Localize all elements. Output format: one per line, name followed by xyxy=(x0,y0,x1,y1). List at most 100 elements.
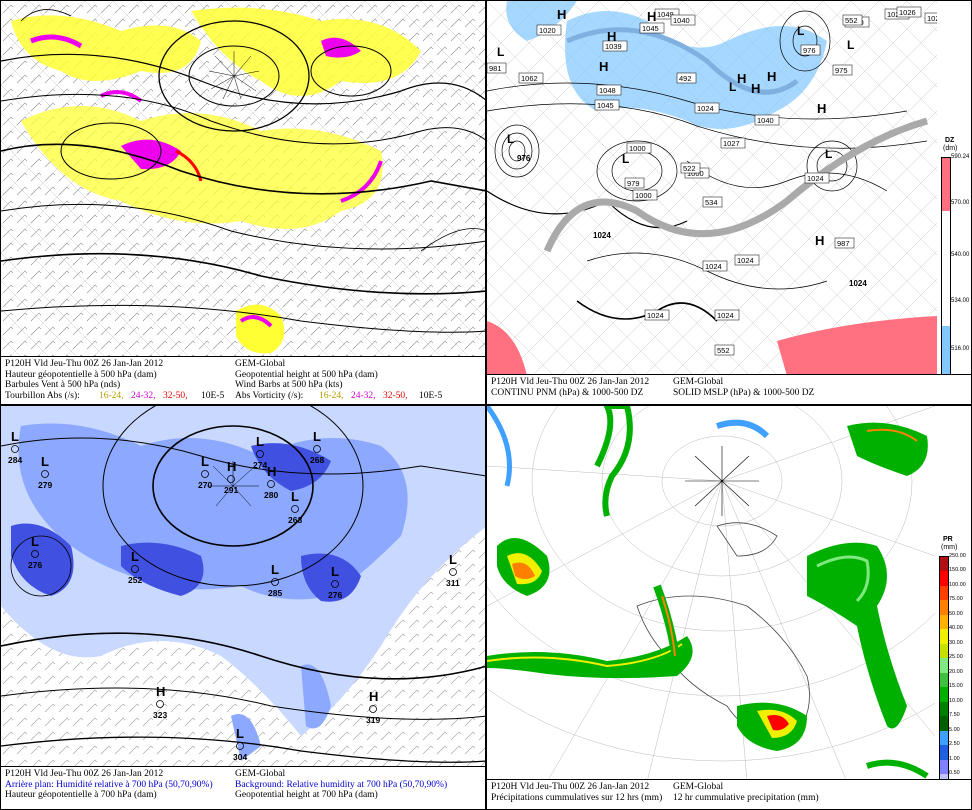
center-marker xyxy=(291,505,299,513)
range-magenta: 24-32, xyxy=(131,390,156,401)
low-center-label: L xyxy=(201,454,209,469)
pressure-label: 1045 xyxy=(597,101,614,110)
legend-tick: 5.00 xyxy=(949,726,960,733)
caption-line: P120H Vld Jeu-Thu 00Z 26 Jan-Jan 2012 xyxy=(491,782,650,792)
map-500hpa xyxy=(1,1,485,358)
pressure-label-box xyxy=(676,72,697,84)
legend-swatch xyxy=(940,658,948,673)
pressure-label: 552 xyxy=(717,346,730,355)
legend-swatch xyxy=(940,730,948,746)
center-marker xyxy=(156,700,164,708)
caption-line: P120H Vld Jeu-Thu 00Z 26 Jan-Jan 2012 xyxy=(491,377,650,387)
height-value-label: 270 xyxy=(198,480,212,490)
legend-tick: 2.50 xyxy=(949,741,960,748)
vorticity-shading xyxy=(11,7,421,354)
center-marker xyxy=(331,580,339,588)
low-center-label: L xyxy=(31,534,39,549)
pressure-label: 534 xyxy=(705,198,718,207)
pressure-label-box xyxy=(832,64,853,76)
low-center-label: L xyxy=(313,429,321,444)
legend-tick: 10.00 xyxy=(949,697,963,704)
caption-text: Abs Vorticity (/s): xyxy=(235,390,304,401)
caption-line: Geopotential height at 700 hPa (dam) xyxy=(235,790,378,800)
pressure-label: 975 xyxy=(835,66,848,75)
pressure-label: 1027 xyxy=(723,139,740,148)
pressure-label: 1039 xyxy=(605,42,622,51)
center-marker xyxy=(31,550,39,558)
pressure-label-box xyxy=(680,162,701,174)
caption-line: Wind Barbs at 500 hPa (kts) xyxy=(235,380,343,390)
panel-700hpa-rh: L 284 L 279 L 270 L 276 L 252 H 291 L 274 L 268 H 280 L 263… xyxy=(0,405,486,810)
height-contours xyxy=(1,9,485,333)
pressure-label: 1024 xyxy=(647,311,664,320)
legend-tick: 25.00 xyxy=(949,654,963,661)
pressure-label-box xyxy=(842,14,863,26)
pressure-label-box xyxy=(924,12,937,24)
legend-tick: 534.00 xyxy=(951,298,970,304)
caption-line: Barbules Vent à 500 hPa (nds) xyxy=(5,380,121,390)
pressure-label-box xyxy=(626,142,652,154)
pressure-label: 1000 xyxy=(635,191,652,200)
panel-mslp-thickness: 1020104910401028102102610391045100097698… xyxy=(486,0,972,405)
height-value-label: 280 xyxy=(264,490,278,500)
low-center-label: L xyxy=(729,80,736,94)
caption-tr: P120H Vld Jeu-Thu 00Z 26 Jan-Jan 2012 CO… xyxy=(487,374,971,404)
center-marker xyxy=(369,705,377,713)
range-yellow: 16-24, xyxy=(319,390,344,401)
legend-unit: (dm) xyxy=(943,145,958,152)
legend-title: PR xyxy=(943,536,953,543)
caption-line: 12 hr cummulative precipitation (mm) xyxy=(673,792,819,803)
caption-bl: P120H Vld Jeu-Thu 00Z 26 Jan-Jan 2012 Ar… xyxy=(1,766,485,809)
pr-legend: PR (mm) 250.00 150.00 100.00 75.00 50.00 40.0… xyxy=(937,536,969,805)
legend-tick: 15.00 xyxy=(949,683,963,690)
legend-tick: 570.00 xyxy=(951,200,970,206)
pressure-label-box xyxy=(670,14,696,26)
center-marker xyxy=(449,568,457,576)
pressure-label: 492 xyxy=(679,74,692,83)
legend-tick: 30.00 xyxy=(949,639,963,646)
height-value-label: 276 xyxy=(28,560,42,570)
pressure-label: 1024 xyxy=(737,256,754,265)
thickness-shading xyxy=(487,1,937,376)
pressure-label-box xyxy=(536,24,562,36)
pressure-label-box xyxy=(644,309,670,321)
pressure-label: 1024 xyxy=(593,231,611,240)
panel-precipitation: PR (mm) 250.00 150.00 100.00 75.00 50.00 40.0… xyxy=(486,405,972,810)
pressure-label: 1024 xyxy=(697,104,714,113)
projection-grid xyxy=(487,406,935,782)
map-700hpa xyxy=(1,406,485,768)
caption-line: Hauteur géopotentielle à 700 hPa (dam) xyxy=(5,790,157,800)
high-center-label: H xyxy=(767,69,776,84)
caption-line: Tourbillon Abs (/s): 16-24, 24-32, 32-50… xyxy=(5,390,224,402)
caption-line: SOLID MSLP (hPa) & 1000-500 DZ xyxy=(673,387,815,398)
legend-swatch xyxy=(940,759,948,775)
center-marker xyxy=(236,742,244,750)
legend-swatch xyxy=(940,585,948,601)
height-value-label: 304 xyxy=(233,752,247,762)
map-mslp xyxy=(487,1,937,376)
range-unit: 10E-5 xyxy=(419,390,443,401)
pressure-label-box xyxy=(518,72,544,84)
high-center-label: H xyxy=(156,684,165,699)
center-marker xyxy=(313,445,321,453)
center-marker xyxy=(201,470,209,478)
pressure-label: 1024 xyxy=(705,262,722,271)
pressure-label-box xyxy=(624,177,645,189)
pressure-label-box xyxy=(602,40,628,52)
height-value-label: 252 xyxy=(128,575,142,585)
range-unit: 10E-5 xyxy=(201,390,225,401)
pressure-label-box xyxy=(639,22,665,34)
pressure-label: 1040 xyxy=(757,116,774,125)
caption-line: GEM-Global xyxy=(673,782,724,792)
pressure-label: 1000 xyxy=(629,144,646,153)
legend-tick: 250.00 xyxy=(949,553,966,559)
low-center-label: L xyxy=(41,454,49,469)
center-marker xyxy=(41,470,49,478)
caption-line: Background: Relative humidity at 700 hPa… xyxy=(235,779,448,790)
height-value-label: 279 xyxy=(38,480,52,490)
range-magenta: 24-32, xyxy=(351,390,376,401)
legend-swatch xyxy=(940,745,948,760)
height-value-label: 319 xyxy=(366,715,380,725)
caption-line: CONTINU PNM (hPa) & 1000-500 DZ xyxy=(491,387,644,398)
caption-tl: P120H Vld Jeu-Thu 00Z 26 Jan-Jan 2012 Ha… xyxy=(1,356,485,404)
